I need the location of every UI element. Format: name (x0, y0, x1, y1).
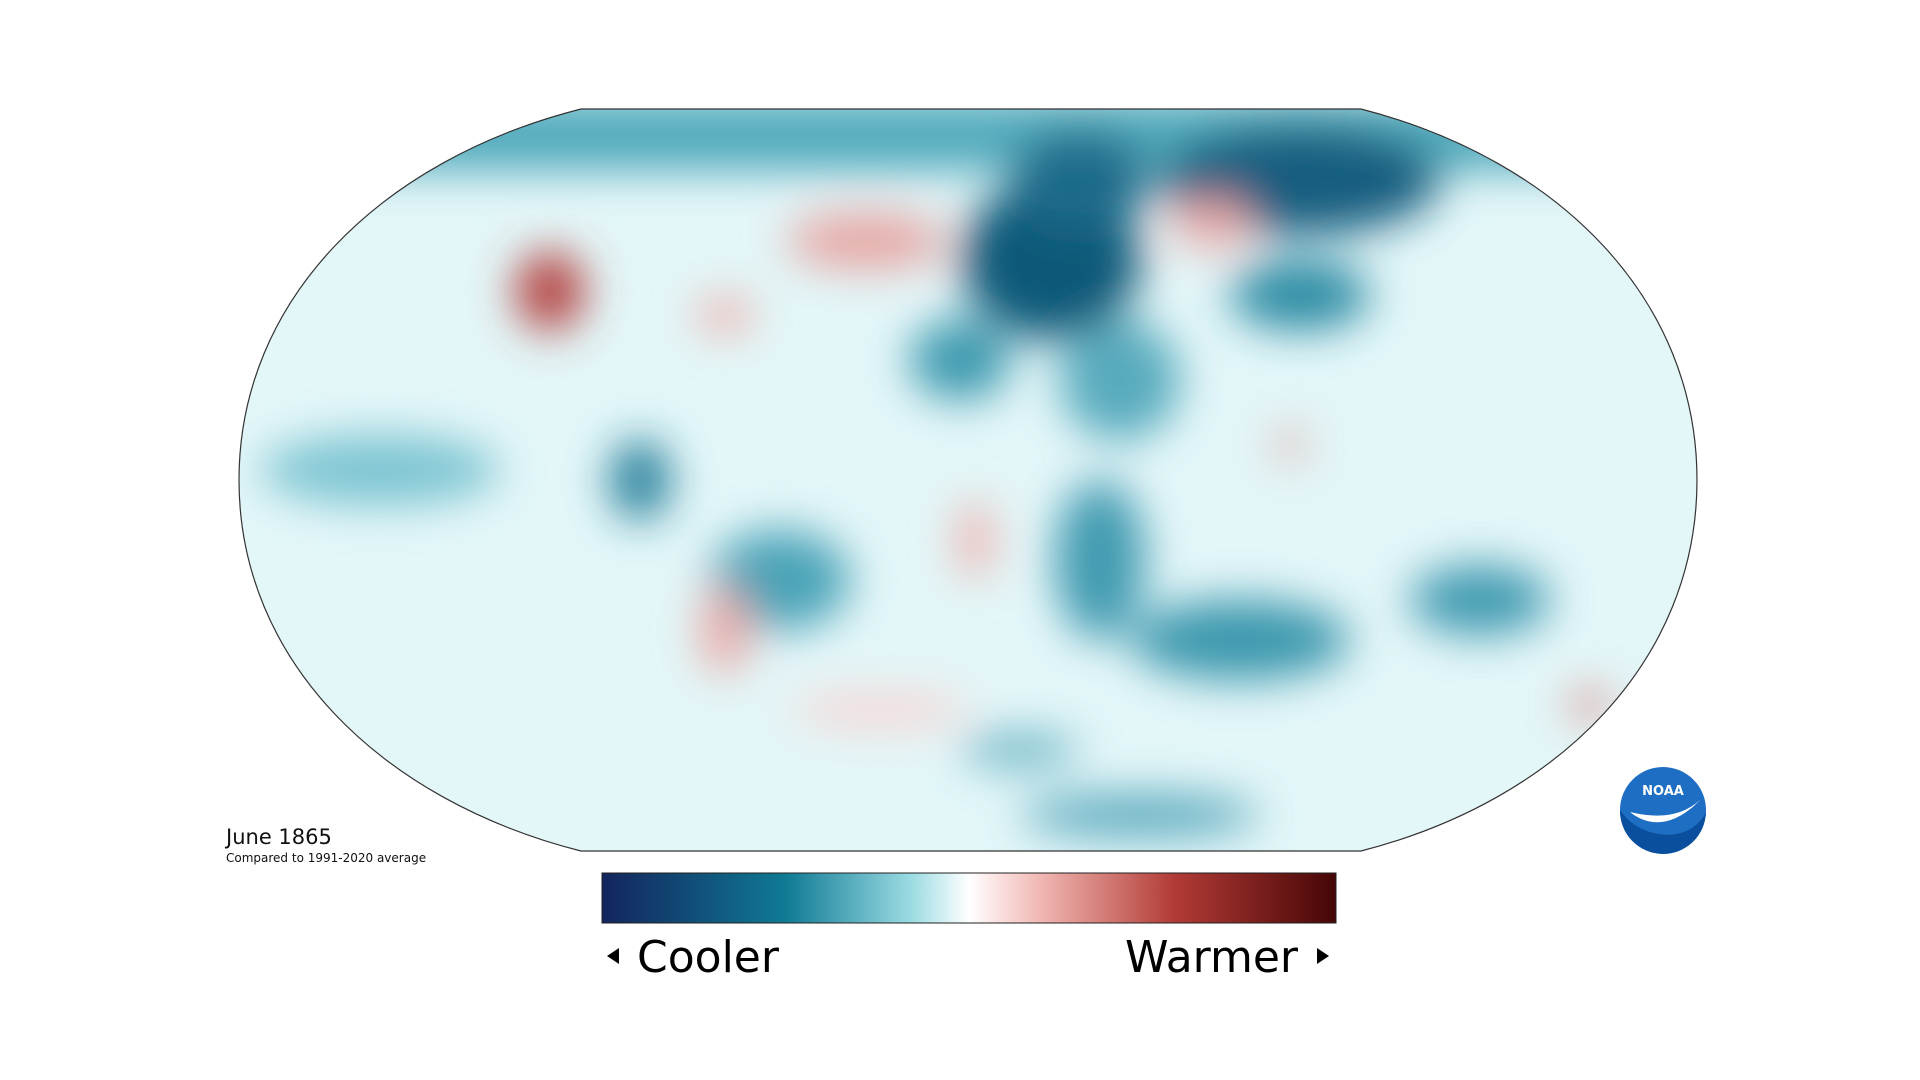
logo-bird (1630, 800, 1700, 823)
legend-low-label: Cooler (637, 932, 780, 983)
logo-text: NOAA (1642, 784, 1684, 799)
legend-high-label: Warmer (1125, 932, 1299, 983)
map-outline (238, 108, 1698, 852)
noaa-logo: NOAA (1619, 767, 1706, 854)
logo-wave (1619, 810, 1706, 854)
warm-arrow (1317, 948, 1329, 964)
anomaly-map (239, 109, 1697, 851)
cool-arrow (607, 948, 619, 964)
map-title: June 1865 (224, 825, 332, 849)
map-subtitle: Compared to 1991-2020 average (226, 851, 426, 865)
color-scale (601, 872, 1337, 924)
